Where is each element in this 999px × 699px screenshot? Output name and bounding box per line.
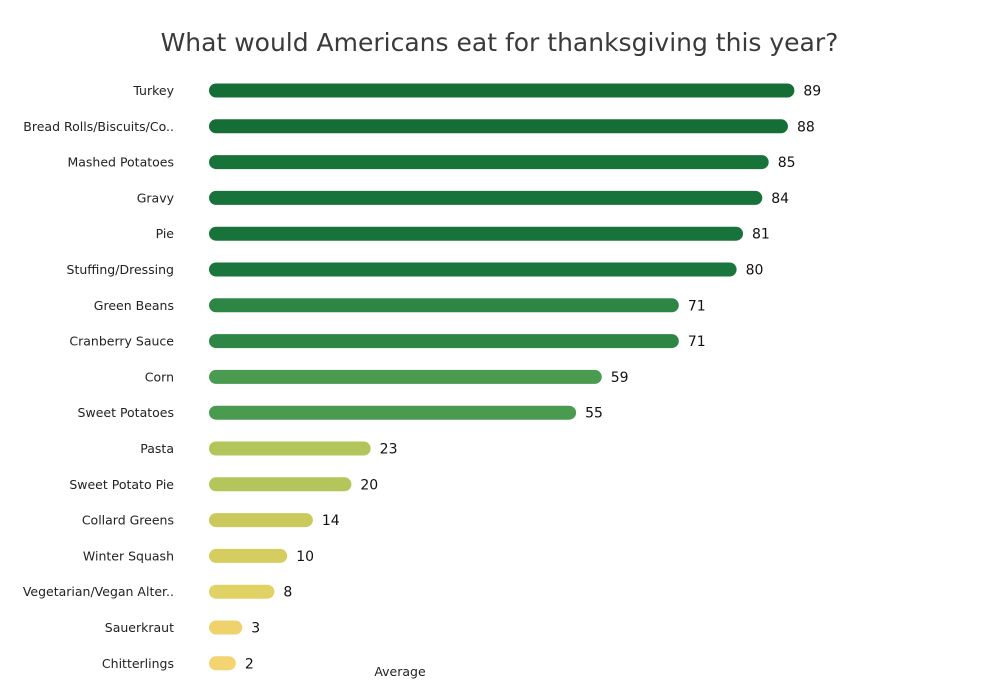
category-label: Collard Greens [82, 513, 174, 528]
category-label: Sauerkraut [105, 620, 174, 635]
category-label: Chitterlings [102, 656, 174, 671]
category-label: Winter Squash [83, 548, 174, 563]
value-label: 14 [322, 513, 340, 529]
category-label: Pie [156, 226, 175, 241]
category-label: Stuffing/Dressing [67, 262, 174, 277]
value-label: 71 [688, 298, 706, 314]
value-label: 80 [746, 263, 764, 279]
value-label: 8 [283, 585, 292, 601]
category-label: Bread Rolls/Biscuits/Co.. [23, 119, 174, 134]
category-label: Vegetarian/Vegan Alter.. [23, 584, 174, 599]
value-label: 3 [251, 621, 260, 637]
value-label: 20 [360, 477, 378, 493]
value-label: 10 [296, 549, 314, 565]
category-label: Gravy [137, 190, 175, 205]
value-label: 89 [803, 84, 821, 100]
category-label: Mashed Potatoes [67, 155, 174, 170]
chart-title: What would Americans eat for thanksgivin… [160, 28, 839, 57]
category-label: Sweet Potato Pie [69, 477, 174, 492]
value-label: 55 [585, 406, 603, 422]
category-label: Corn [145, 369, 174, 384]
value-label: 81 [752, 227, 770, 243]
value-label: 85 [778, 155, 796, 171]
value-label: 23 [380, 442, 398, 458]
category-label: Turkey [132, 83, 174, 98]
value-label: 88 [797, 119, 815, 135]
category-label: Sweet Potatoes [78, 405, 174, 420]
value-label: 2 [245, 656, 254, 672]
category-label: Pasta [140, 441, 174, 456]
category-label: Green Beans [94, 298, 174, 313]
category-label: Cranberry Sauce [69, 334, 174, 349]
value-label: 84 [771, 191, 789, 207]
x-axis-title: Average [374, 664, 426, 679]
value-label: 59 [611, 370, 629, 386]
value-label: 71 [688, 334, 706, 350]
